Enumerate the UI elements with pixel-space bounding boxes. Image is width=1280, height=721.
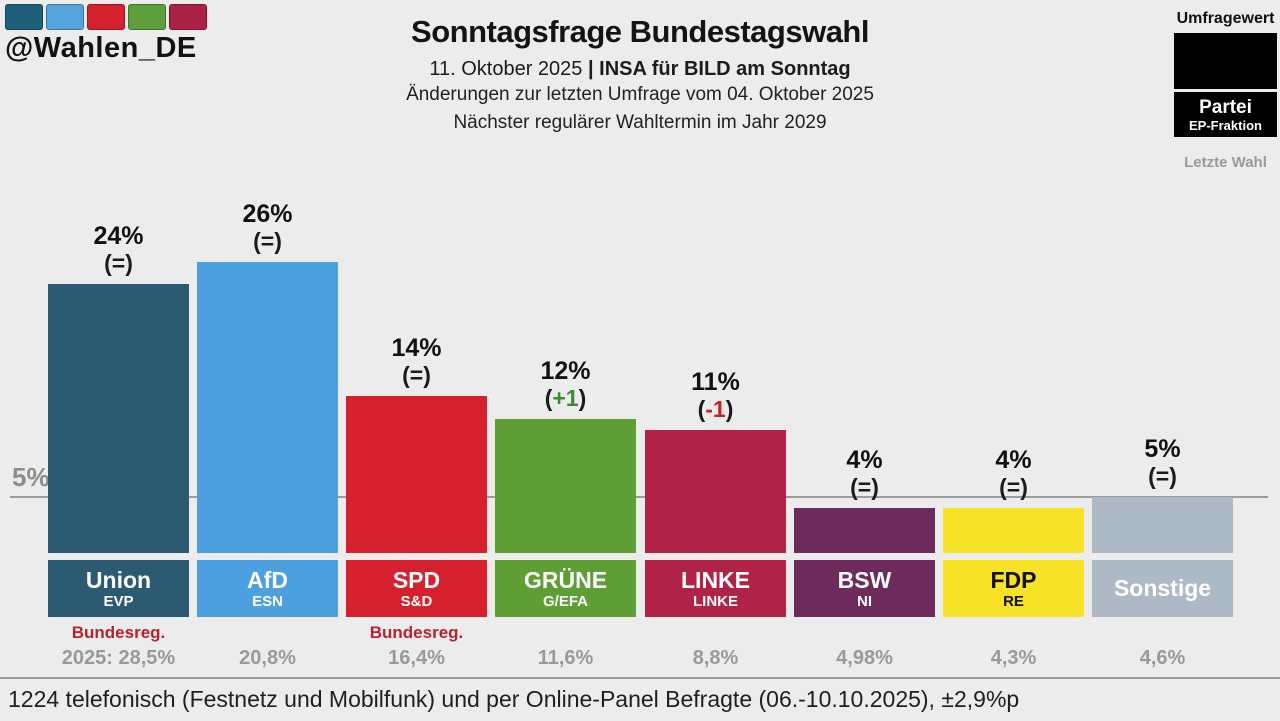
footer-divider: [0, 677, 1280, 679]
brand-swatch: [46, 4, 84, 30]
bar-change-label: (=): [1148, 463, 1177, 489]
party-ep-group: LINKE: [693, 592, 738, 610]
legend-ep-fraction-label: EP-Fraktion: [1189, 117, 1262, 133]
party-label-box: SPD S&D: [346, 560, 487, 617]
legend-party-box: Partei EP-Fraktion: [1174, 92, 1277, 137]
chart-header: Sonntagsfrage Bundestagswahl 11. Oktober…: [0, 14, 1280, 137]
bar: [197, 262, 338, 553]
poll-date: 11. Oktober 2025: [429, 58, 583, 80]
bar-change-label: (=): [999, 474, 1028, 500]
bar-value-text: 4%: [995, 446, 1032, 474]
subtitle-changes: Änderungen zur letzten Umfrage vom 04. O…: [406, 84, 874, 105]
party-label-box: GRÜNE G/EFA: [495, 560, 636, 617]
brand-swatch: [87, 4, 125, 30]
last-election-value: 2025: 28,5%: [61, 647, 176, 669]
party-label-box: Union EVP: [48, 560, 189, 617]
bar: [794, 508, 935, 553]
bar-value-label: 14% (=): [346, 334, 487, 389]
bar: [943, 508, 1084, 553]
bar-value-label: 12% (+1): [495, 357, 636, 412]
bar-value-label: 4% (=): [794, 446, 935, 501]
legend-umfragewert-label: Umfragewert: [1176, 10, 1275, 27]
subtitle-date-source: 11. Oktober 2025 | INSA für BILD am Sonn…: [0, 58, 1280, 81]
last-election-value: 20,8%: [239, 647, 296, 669]
last-election-value: 16,4%: [388, 647, 445, 669]
party-name: FDP: [990, 566, 1037, 593]
bar: [495, 419, 636, 553]
party-ep-group: NI: [857, 592, 872, 610]
legend-bar-sample: [1174, 33, 1277, 89]
party-name: BSW: [837, 566, 892, 593]
bar-value-text: 14%: [391, 334, 442, 362]
party-name: Sonstige: [1113, 575, 1212, 601]
bar: [1092, 497, 1233, 553]
bar-value-label: 4% (=): [943, 446, 1084, 501]
bar-change-label: (-1): [697, 396, 734, 422]
bar-change-label: (=): [402, 362, 431, 388]
bar-change-label: (=): [253, 228, 282, 254]
bar-value-text: 5%: [1144, 435, 1181, 463]
bar-value-text: 12%: [540, 357, 591, 385]
party-label-box: BSW NI: [794, 560, 935, 617]
party-label-box: AfD ESN: [197, 560, 338, 617]
bar-change-label: (=): [104, 250, 133, 276]
brand-logo: @Wahlen_DE: [5, 4, 207, 65]
party-ep-group: G/EFA: [542, 592, 588, 610]
party-label-box: FDP RE: [943, 560, 1084, 617]
brand-swatch: [128, 4, 166, 30]
bar-value-label: 11% (-1): [645, 368, 786, 423]
last-election-value: 11,6%: [537, 647, 594, 669]
bar-value-label: 26% (=): [197, 200, 338, 255]
bar-value-text: 11%: [691, 368, 740, 396]
party-name: SPD: [392, 566, 441, 593]
party-ep-group: EVP: [103, 592, 134, 610]
party-name: Union: [85, 566, 152, 593]
brand-handle: @Wahlen_DE: [5, 32, 197, 64]
bar-change-label: (+1): [544, 385, 587, 411]
party-label-box: LINKE LINKE: [645, 560, 786, 617]
last-election-value: 4,6%: [1139, 647, 1186, 669]
last-election-value: 4,98%: [836, 647, 893, 669]
brand-swatch: [5, 4, 43, 30]
party-name: GRÜNE: [523, 566, 608, 593]
legend-letzte-wahl-label: Letzte Wahl: [1184, 154, 1267, 171]
legend: Umfragewert Partei EP-Fraktion Letzte Wa…: [1174, 10, 1277, 171]
party-name: LINKE: [681, 566, 750, 593]
party-name: AfD: [247, 566, 288, 593]
methodology-note: 1224 telefonisch (Festnetz und Mobilfunk…: [8, 686, 1020, 712]
bar-value-label: 24% (=): [48, 222, 189, 277]
threshold-line: [10, 496, 1268, 498]
poll-source: | INSA für BILD am Sonntag: [588, 58, 851, 80]
bar-value-text: 26%: [242, 200, 293, 228]
brand-color-swatches: [5, 4, 207, 30]
page-title: Sonntagsfrage Bundestagswahl: [411, 14, 869, 49]
party-label-box: Sonstige: [1092, 560, 1233, 617]
last-election-value: 4,3%: [990, 647, 1037, 669]
bar-value-text: 24%: [93, 222, 144, 250]
government-note: Bundesreg.: [369, 623, 464, 642]
last-election-value: 8,8%: [692, 647, 739, 669]
bar: [48, 284, 189, 553]
party-ep-group: ESN: [252, 592, 283, 610]
bar-value-text: 4%: [846, 446, 883, 474]
subtitle-next-election: Nächster regulärer Wahltermin im Jahr 20…: [453, 112, 827, 133]
bar-change-label: (=): [850, 474, 879, 500]
government-note: Bundesreg.: [71, 623, 166, 642]
party-ep-group: S&D: [400, 592, 433, 610]
bar-value-label: 5% (=): [1092, 435, 1233, 490]
party-ep-group: RE: [1003, 592, 1024, 610]
bar: [645, 430, 786, 553]
legend-party-label: Partei: [1199, 96, 1252, 118]
bar: [346, 396, 487, 553]
threshold-label: 5%: [12, 462, 50, 492]
brand-swatch: [169, 4, 207, 30]
